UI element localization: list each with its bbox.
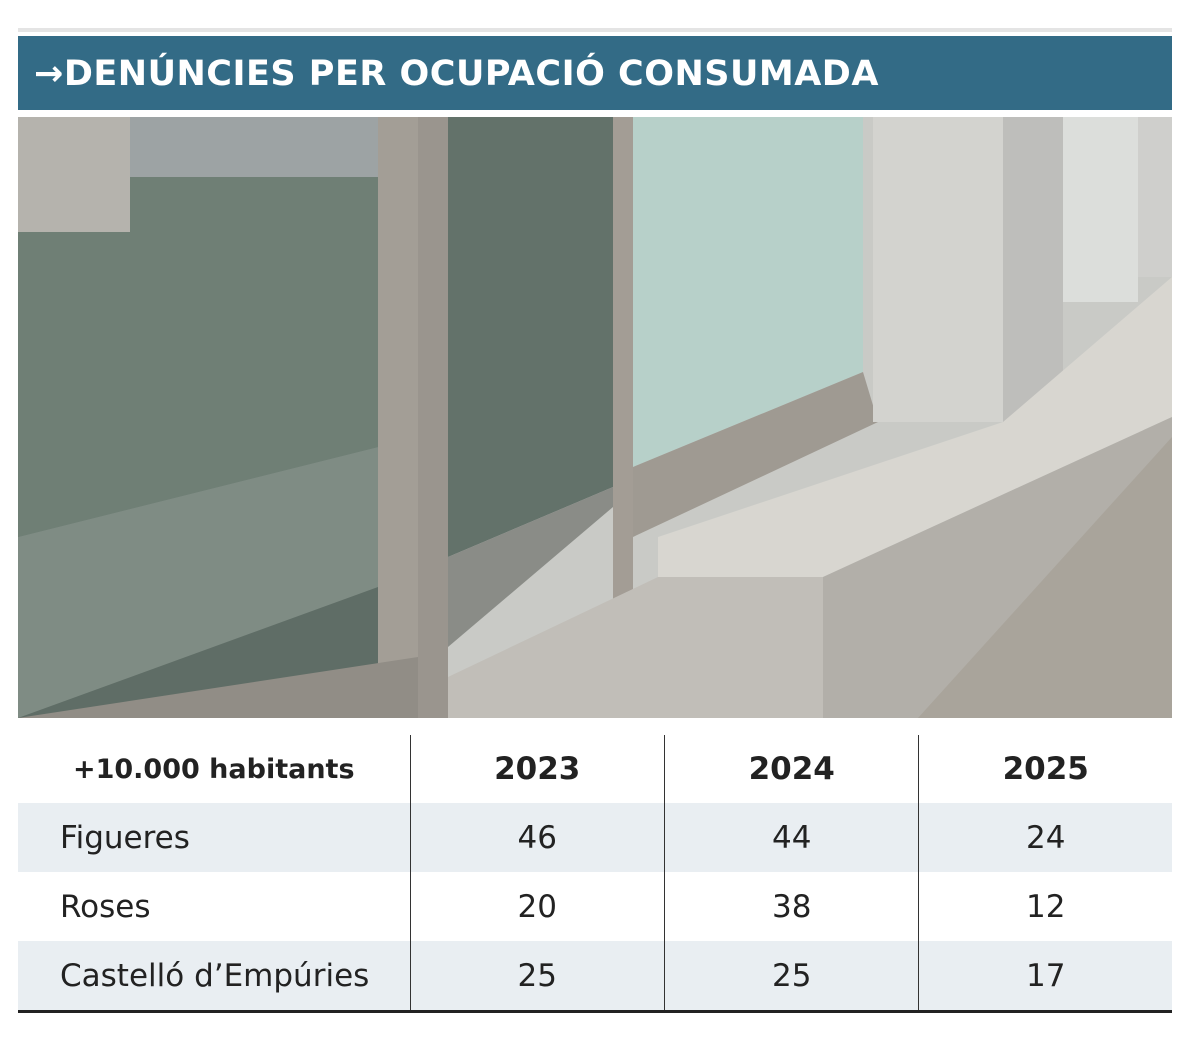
data-table: +10.000 habitants 2023 2024 2025 Figueres 46…: [18, 735, 1172, 1013]
cell: 25: [409, 941, 665, 1012]
cell: 46: [409, 803, 665, 872]
title: →DENÚNCIES PER OCUPACIÓ CONSUMADA: [34, 54, 879, 94]
cell: 17: [918, 941, 1172, 1012]
column-header: +10.000 habitants: [72, 753, 355, 785]
cell: 38: [663, 872, 919, 941]
row-label: Figueres: [18, 803, 410, 872]
cell: 25: [663, 941, 919, 1012]
table-row: Roses 20 38 12: [18, 872, 1172, 941]
row-label: Roses: [60, 888, 151, 925]
cell: 24: [918, 803, 1172, 872]
cell: 20: [409, 872, 665, 941]
column-header: 2025: [918, 735, 1172, 803]
table-body: Figueres 46 44 24 Roses 20 38 12 Castelló d’Empú…: [18, 803, 1172, 1012]
table-row: Castelló d’Empúries 25 25 17: [18, 941, 1172, 1012]
row-label: Castelló d’Empúries: [18, 941, 410, 1012]
table-row: Figueres 46 44 24: [18, 803, 1172, 872]
cell: 44: [663, 803, 919, 872]
header-bar: →DENÚNCIES PER OCUPACIÓ CONSUMADA: [18, 36, 1172, 110]
column-header: 2023: [409, 735, 665, 803]
header-row: +10.000 habitants 2023 2024 2025: [18, 735, 1172, 803]
photo: [18, 117, 1172, 718]
column-header: 2024: [663, 735, 919, 803]
top-rule: [18, 28, 1172, 32]
cell: 12: [918, 872, 1172, 941]
